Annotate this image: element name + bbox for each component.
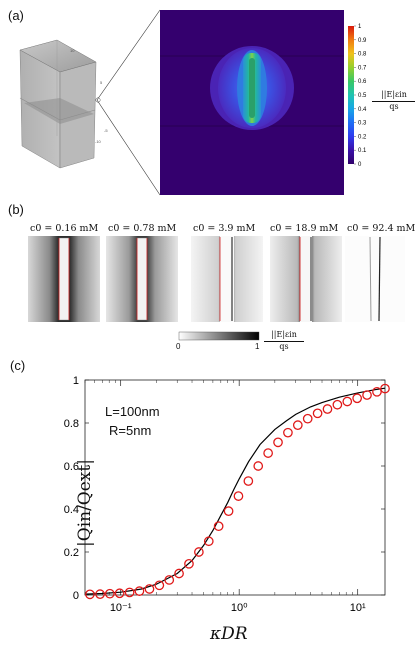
- zoom-line-top: [96, 9, 161, 101]
- data-marker: [174, 568, 184, 579]
- x-tick-label: 10¹: [350, 602, 366, 614]
- data-marker: [362, 390, 372, 400]
- colorbar-tick-label: 1: [358, 24, 362, 30]
- map-title-3: c0 = 3.9 mM: [193, 223, 256, 234]
- data-marker: [312, 408, 323, 419]
- field-map-5: [345, 236, 405, 322]
- data-marker: [263, 448, 273, 458]
- data-marker: [154, 580, 165, 591]
- svg-text:-5: -5: [104, 128, 108, 133]
- colorbar-tick-label: 0.7: [358, 65, 367, 71]
- svg-text:5: 5: [100, 80, 103, 85]
- data-marker: [203, 536, 214, 547]
- colorbar-tick-label: 0.4: [358, 107, 367, 113]
- map-title-1: c0 = 0.16 mM: [30, 223, 99, 234]
- data-marker: [273, 437, 283, 448]
- panel-a-colorbar: 1 0.9 0.8 0.7 0.6 0.5 0.4 0.3 0.2 0.1 0: [348, 24, 367, 168]
- data-marker: [213, 521, 224, 532]
- panel-b-colorbar-label-denominator: qs: [279, 342, 289, 351]
- colorbar-tick-label: 0: [358, 162, 362, 168]
- data-marker: [372, 386, 382, 397]
- y-tick-label: 0.6: [64, 461, 79, 473]
- panel-label-c: (c): [10, 358, 26, 373]
- colorbar-tick-label: 0.1: [358, 148, 367, 154]
- y-tick-label: 0.8: [64, 418, 79, 430]
- colorbar-tick-label: 0.5: [358, 93, 367, 99]
- panel-b-colorbar-label-numerator: ||E|εin: [264, 330, 304, 342]
- field-map-4: [270, 236, 342, 322]
- data-marker: [302, 413, 313, 424]
- data-marker: [164, 575, 175, 585]
- y-tick-label: 1: [73, 375, 79, 387]
- field-map-2: [106, 236, 178, 322]
- panel-label-a: (a): [8, 8, 24, 23]
- data-marker: [194, 547, 204, 557]
- field-map-3: [191, 236, 263, 322]
- map-title-2: c0 = 0.78 mM: [108, 223, 177, 234]
- data-marker: [322, 404, 333, 414]
- y-axis-label: |Qin/Qext|: [75, 459, 95, 547]
- data-marker: [95, 589, 105, 599]
- colorbar-label-denominator: qs: [389, 102, 399, 111]
- field-map-1: [28, 236, 100, 322]
- y-tick-label: 0: [73, 590, 79, 602]
- colorbar-tick-label: 0.6: [358, 79, 367, 85]
- panel-b-colorbar: [178, 331, 260, 341]
- panel-b-figure: [28, 236, 405, 341]
- data-marker: [144, 584, 155, 594]
- panel-label-b: (b): [8, 202, 24, 217]
- colorbar-tick-label: 0.3: [358, 121, 367, 127]
- zoom-line-bottom: [96, 99, 161, 196]
- data-marker: [292, 420, 303, 431]
- data-marker: [124, 587, 135, 598]
- data-marker: [332, 399, 343, 410]
- annotation-length: L=100nm: [105, 404, 160, 419]
- panel-a-colorbar-label: ||E|εin qs: [372, 90, 415, 112]
- series-line: [84, 387, 386, 595]
- x-tick-label: 10⁰: [231, 602, 248, 614]
- panel-b-colorbar-min: 0: [176, 342, 181, 351]
- x-axis-label: κDR: [210, 624, 248, 644]
- map-title-4: c0 = 18.9 mM: [270, 223, 339, 234]
- data-marker: [184, 558, 194, 569]
- data-marker: [233, 491, 244, 501]
- simulation-box-3d: 10 5 -5 -10: [19, 39, 108, 169]
- panel-a-figure: 10 5 -5 -10 1 0.9 0.8 0.7 0.6 0.5 0.4 0.3 0.2 0.1…: [19, 9, 367, 196]
- colorbar-tick-label: 0.2: [358, 134, 367, 140]
- data-marker: [342, 396, 353, 407]
- colorbar-tick-label: 0.9: [358, 38, 367, 44]
- panel-c-chart: 0 0.2 0.4 0.6 0.8 1 10⁻¹ 10⁰ 10¹: [64, 375, 390, 614]
- data-marker: [114, 588, 125, 599]
- data-marker: [243, 476, 254, 486]
- data-marker: [85, 589, 95, 600]
- colorbar-tick-label: 0.8: [358, 52, 367, 58]
- panel-b-colorbar-label: ||E|εin qs: [264, 330, 304, 352]
- colorbar-label-numerator: ||E|εin: [372, 90, 415, 102]
- data-marker: [104, 588, 115, 599]
- x-tick-label: 10⁻¹: [110, 602, 132, 614]
- data-marker: [253, 461, 264, 471]
- svg-text:10: 10: [70, 48, 75, 53]
- field-magnitude-map: [160, 10, 344, 195]
- data-marker: [283, 427, 293, 438]
- data-marker: [223, 506, 234, 516]
- annotation-radius: R=5nm: [109, 423, 152, 438]
- panel-b-colorbar-max: 1: [255, 342, 260, 351]
- y-tick-label: 0.4: [64, 504, 79, 516]
- data-marker: [352, 393, 363, 404]
- svg-text:-10: -10: [95, 139, 102, 144]
- data-marker: [134, 586, 145, 596]
- data-marker: [380, 383, 390, 394]
- map-title-5: c0 = 92.4 mM: [347, 223, 415, 234]
- y-tick-label: 0.2: [64, 547, 79, 559]
